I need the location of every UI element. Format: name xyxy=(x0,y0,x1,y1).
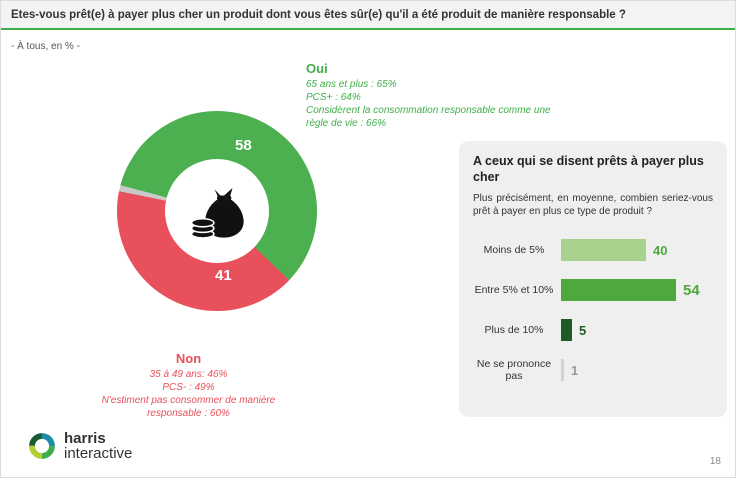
money-bag-icon xyxy=(190,188,244,239)
non-label: Non xyxy=(175,351,202,366)
bar-label: Ne se prononce pas xyxy=(476,358,552,382)
side-panel: A ceux qui se disent prêts à payer plus … xyxy=(459,141,727,417)
oui-note-2: PCS+ : 64% xyxy=(306,92,361,103)
bar-value: 54 xyxy=(683,281,700,299)
panel-title: A ceux qui se disent prêts à payer plus … xyxy=(473,154,704,184)
donut-value-oui: 58 xyxy=(235,137,252,154)
bar-fill xyxy=(561,239,646,261)
oui-annotation: Oui 65 ans et plus : 65% PCS+ : 64% Cons… xyxy=(306,61,551,130)
donut-chart: 58 41 xyxy=(117,111,317,311)
bar-fill xyxy=(561,359,564,381)
bar-chart: Moins de 5% 40 Entre 5% et 10% 54 Plus d… xyxy=(473,230,713,390)
non-note-2: PCS- : 49% xyxy=(162,382,215,393)
oui-label: Oui xyxy=(306,61,328,76)
bar-label: Moins de 5% xyxy=(483,244,545,256)
bar-row-ne-se-prononce-pas: Ne se prononce pas 1 xyxy=(473,350,713,390)
bar-fill xyxy=(561,319,572,341)
bar-label: Entre 5% et 10% xyxy=(474,284,554,296)
bar-fill xyxy=(561,279,676,301)
bar-value: 1 xyxy=(571,362,579,378)
bar-value: 5 xyxy=(579,322,587,338)
logo-text-interactive: interactive xyxy=(64,445,133,462)
bar-row-entre-5-et-10: Entre 5% et 10% 54 xyxy=(473,270,713,310)
non-note-1: 35 à 49 ans: 46% xyxy=(149,369,228,380)
page-number: 18 xyxy=(709,456,721,467)
harris-logo: harris interactive xyxy=(27,431,132,461)
bar-row-plus-de-10: Plus de 10% 5 xyxy=(473,310,713,350)
harris-logo-icon xyxy=(29,433,55,459)
harris-logo-text: harris interactive xyxy=(64,431,132,461)
non-note-3: N'estiment pas consommer de manière resp… xyxy=(101,395,276,419)
logo-text-harris: harris xyxy=(64,430,106,447)
oui-note-3: Considèrent la consommation responsable … xyxy=(306,105,551,129)
bar-label: Plus de 10% xyxy=(484,324,544,336)
panel-question: Plus précisément, en moyenne, combien se… xyxy=(473,193,713,217)
bar-value: 40 xyxy=(653,242,668,258)
oui-note-1: 65 ans et plus : 65% xyxy=(306,79,397,90)
base-subtitle: - À tous, en % - xyxy=(11,41,80,52)
donut-value-non: 41 xyxy=(215,267,232,284)
page-title: Etes-vous prêt(e) à payer plus cher un p… xyxy=(11,8,626,21)
non-annotation: Non 35 à 49 ans: 46% PCS- : 49% N'estime… xyxy=(81,351,296,420)
bar-row-moins-de-5: Moins de 5% 40 xyxy=(473,230,713,270)
page-title-bar: Etes-vous prêt(e) à payer plus cher un p… xyxy=(1,1,735,30)
donut-hole xyxy=(165,159,269,263)
